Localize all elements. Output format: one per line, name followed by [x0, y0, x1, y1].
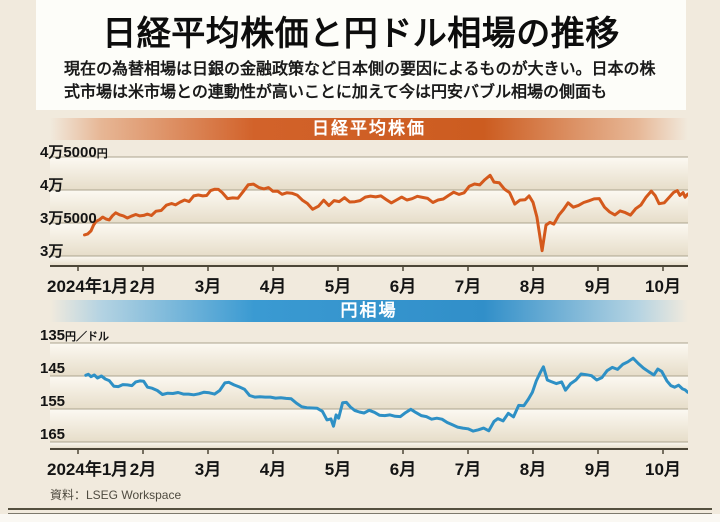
- yen-y-label-145: 145: [40, 360, 66, 377]
- yen-series-line: [84, 356, 688, 433]
- x-axis-label: 2月: [129, 460, 157, 479]
- title-panel: 日経平均株価と円ドル相場の推移 現在の為替相場は日銀の金融政策など日本側の要因に…: [36, 0, 686, 110]
- bottom-divider: [8, 508, 712, 514]
- yen-y-label-155: 155: [40, 393, 66, 410]
- x-axis-label: 9月: [584, 460, 612, 479]
- nikkei-y-label-40000: 4万: [40, 177, 64, 194]
- plot-stripes: [50, 343, 688, 449]
- bottom-margin: [0, 514, 720, 522]
- x-axis-label: 2024年1月: [47, 277, 129, 296]
- yen-line-chart: [50, 342, 688, 454]
- nikkei-line-chart: [50, 156, 688, 271]
- subtitle-line-2: 式市場は米市場との連動性が高いことに加えて今は円安バブル相場の側面も: [64, 84, 608, 101]
- nikkei-series-line: [83, 173, 688, 253]
- x-axis-label: 6月: [389, 277, 417, 296]
- yen-y-label-165: 165: [40, 426, 66, 443]
- nikkei-y-label-45000: 4万5000円: [40, 144, 108, 161]
- x-axis-label: 7月: [454, 460, 482, 479]
- x-axis-ticks: [77, 449, 664, 454]
- x-axis-label: 10月: [645, 277, 681, 296]
- subtitle-line-1: 現在の為替相場は日銀の金融政策など日本側の要因によるものが大きい。日本の株: [64, 61, 656, 78]
- nikkei-y-label-30000: 3万: [40, 243, 64, 260]
- x-axis-label: 8月: [519, 277, 547, 296]
- gridlines: [50, 156, 688, 257]
- nikkei-x-axis-labels: 2024年1月 2月 3月 4月 5月 6月 7月 8月 9月 10月: [0, 272, 720, 296]
- x-axis-label: 3月: [194, 277, 222, 296]
- yen-chart-title: 円相場: [340, 301, 398, 320]
- x-axis-label: 8月: [519, 460, 547, 479]
- nikkei-chart-header: 日経平均株価: [50, 118, 688, 140]
- x-axis-label: 9月: [584, 277, 612, 296]
- yen-chart-header: 円相場: [50, 300, 688, 322]
- x-axis-label: 7月: [454, 277, 482, 296]
- nikkei-y-label-35000: 3万5000: [40, 210, 97, 227]
- nikkei-chart-title: 日経平均株価: [312, 119, 426, 138]
- yen-x-axis-labels: 2024年1月 2月 3月 4月 5月 6月 7月 8月 9月 10月: [0, 455, 720, 479]
- x-axis-label: 4月: [259, 277, 287, 296]
- x-axis-label: 5月: [324, 277, 352, 296]
- x-axis-ticks: [77, 266, 664, 271]
- subtitle: 現在の為替相場は日銀の金融政策など日本側の要因によるものが大きい。日本の株 式市…: [64, 58, 660, 104]
- x-axis-label: 5月: [324, 460, 352, 479]
- x-axis-label: 2月: [129, 277, 157, 296]
- page-title: 日経平均株価と円ドル相場の推移: [102, 15, 620, 53]
- yen-y-label-135: 135円／ドル: [40, 327, 110, 344]
- source-credit: 資料：LSEG Workspace: [50, 488, 182, 502]
- x-axis-label: 6月: [389, 460, 417, 479]
- x-axis-label: 3月: [194, 460, 222, 479]
- x-axis-label: 2024年1月: [47, 460, 129, 479]
- x-axis-label: 4月: [259, 460, 287, 479]
- plot-stripes: [50, 157, 688, 266]
- x-axis-label: 10月: [645, 460, 681, 479]
